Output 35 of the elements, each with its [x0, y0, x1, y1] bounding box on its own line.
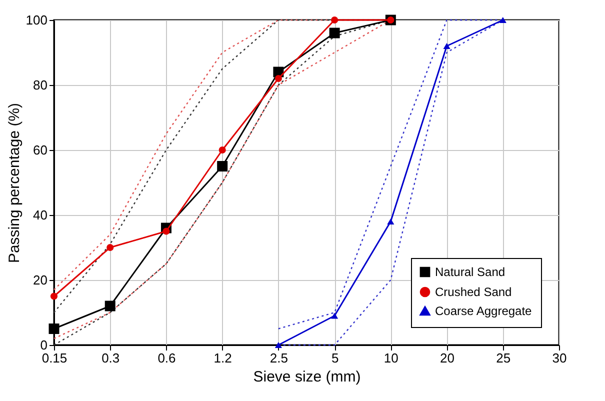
point [331, 312, 338, 319]
x-axis-title: Sieve size (mm) [253, 368, 361, 386]
point [329, 28, 340, 38]
x-tick-label: 0.15 [42, 350, 68, 366]
x-tick-label: 20 [440, 350, 455, 366]
y-tick-label: 0 [40, 338, 48, 352]
x-tick-label: 25 [496, 350, 511, 366]
y-tick-label: 40 [33, 208, 48, 222]
x-tick-label: 1.2 [214, 350, 232, 366]
y-tick-label: 20 [33, 272, 48, 288]
point [104, 300, 116, 312]
point [217, 161, 228, 172]
y-axis-title: Passing percentage (%) [6, 102, 23, 264]
point [50, 292, 58, 300]
point [331, 16, 338, 24]
x-tick-label: 5 [331, 350, 339, 366]
y-tick-label: 60 [33, 142, 48, 158]
legend-label: Natural Sand [435, 265, 506, 279]
x-tick-label: 30 [552, 350, 567, 366]
point [48, 324, 60, 334]
point [499, 16, 506, 24]
y-tick-label: 80 [33, 78, 48, 92]
x-tick-label: 2.5 [270, 350, 288, 366]
x-tick-label: 10 [384, 350, 398, 366]
point [443, 42, 450, 50]
point [218, 146, 226, 154]
legend-label: Coarse Aggregate [435, 304, 532, 318]
point [387, 218, 394, 225]
x-tick-label: 0.6 [158, 350, 176, 366]
point [106, 244, 114, 252]
point [274, 74, 282, 82]
legend-label: Crushed Sand [435, 285, 512, 299]
x-tick-label: 0.3 [102, 350, 120, 366]
point [274, 342, 282, 348]
y-tick-label: 100 [26, 12, 48, 28]
